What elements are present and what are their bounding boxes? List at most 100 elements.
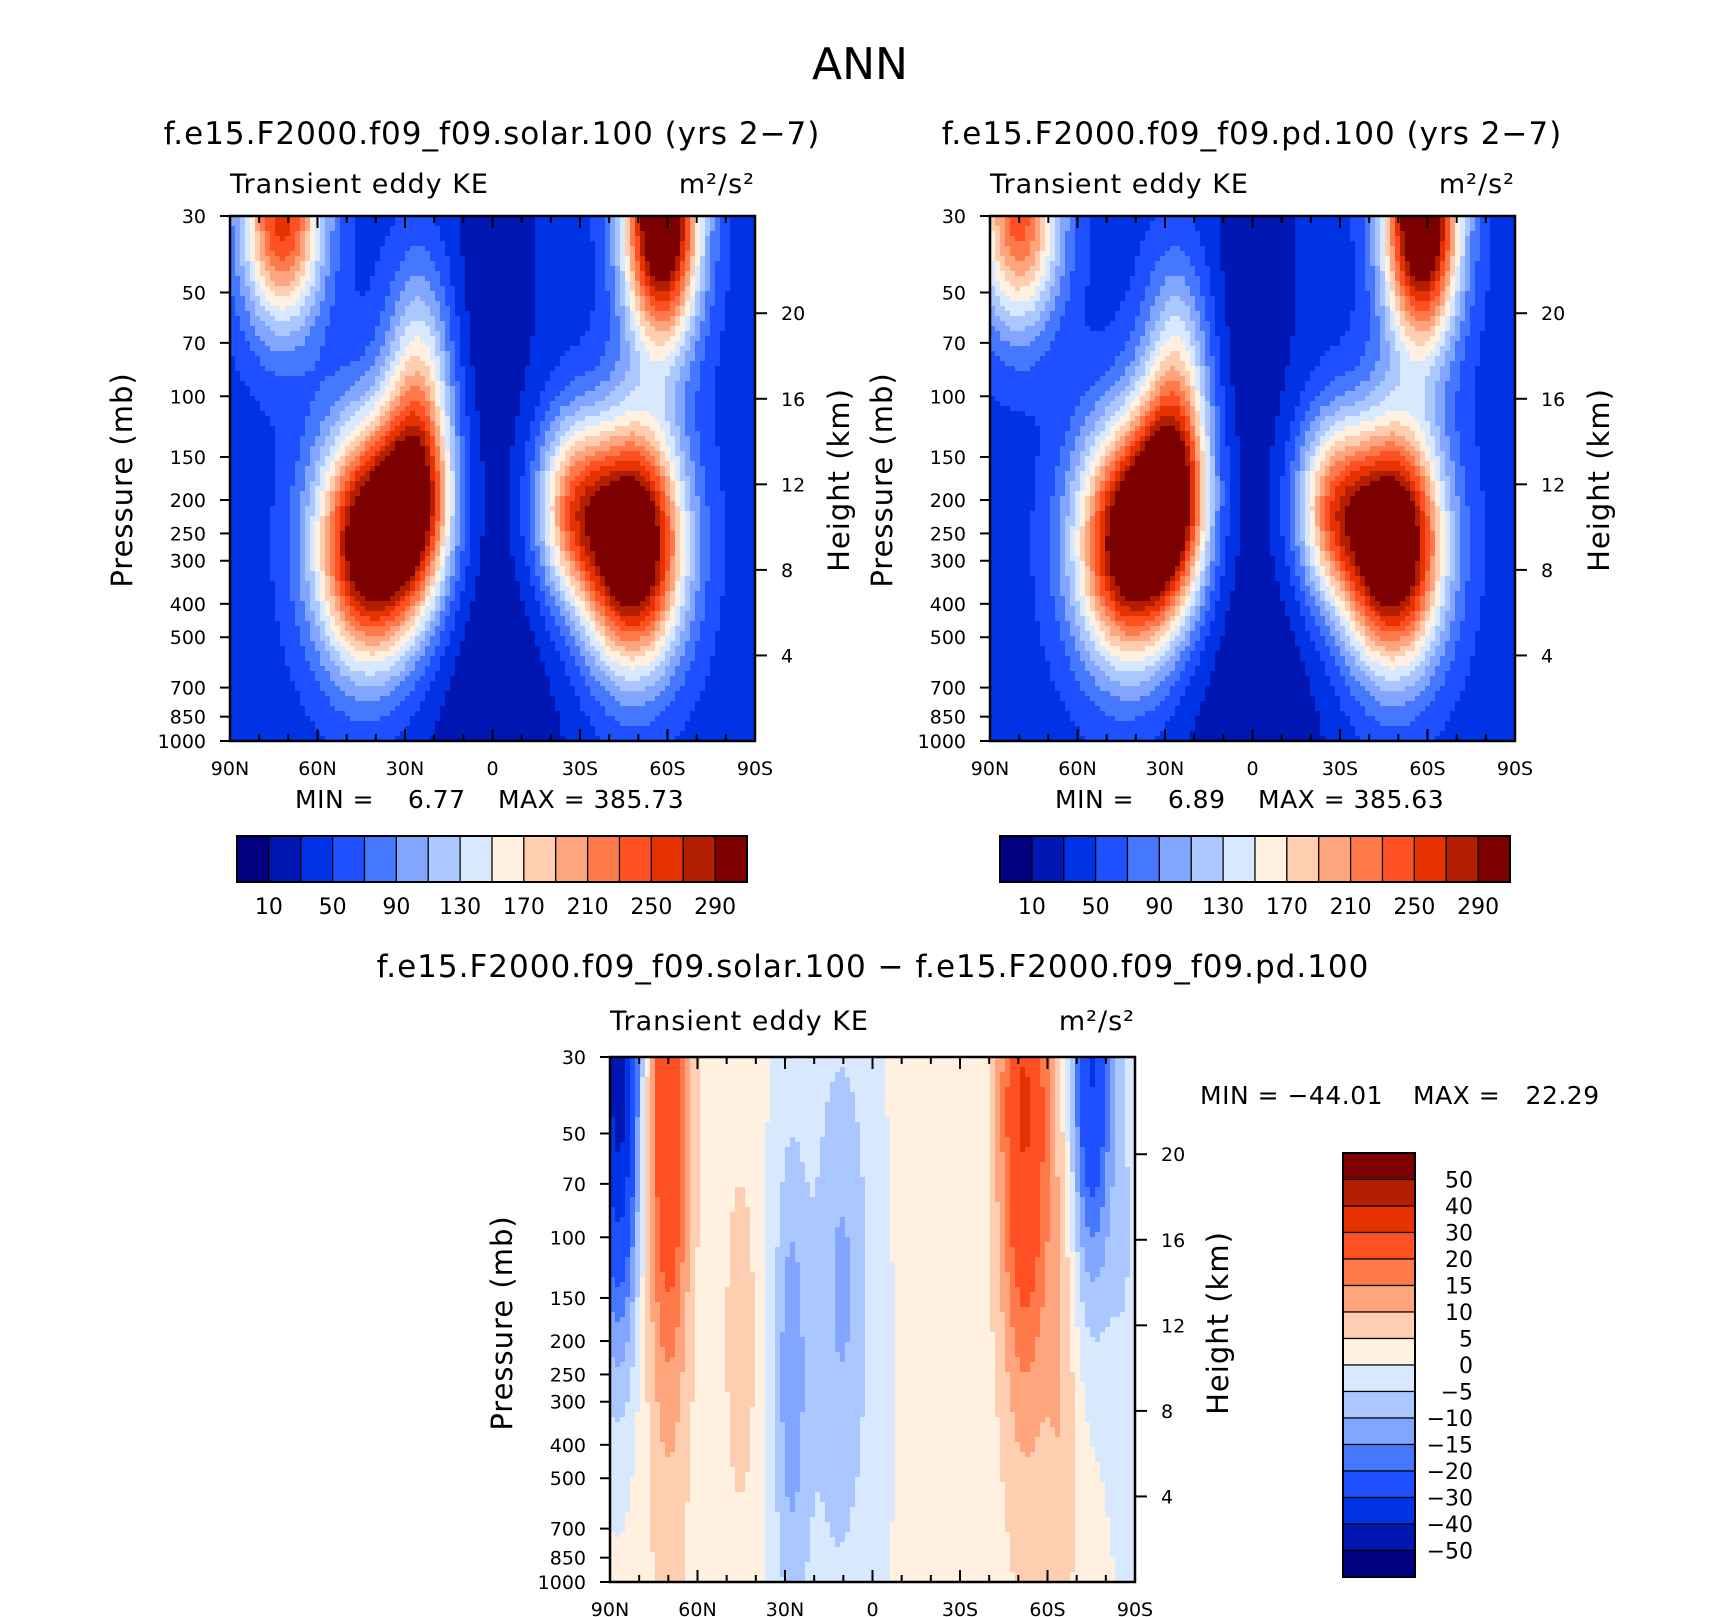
field-cell [305, 276, 311, 282]
field-cell [270, 381, 276, 387]
field-cell [555, 286, 561, 292]
field-cell [350, 421, 356, 427]
field-cell [685, 291, 691, 297]
field-cell [695, 416, 701, 422]
field-cell [305, 266, 311, 272]
field-cell [685, 421, 691, 427]
field-cell [600, 311, 606, 317]
field-cell [620, 261, 626, 267]
field-cell [675, 391, 681, 397]
field-cell [645, 246, 651, 252]
field-cell [280, 321, 286, 327]
field-cell [245, 326, 251, 332]
field-cell [305, 416, 311, 422]
field-cell [500, 231, 506, 237]
field-cell [545, 381, 551, 387]
field-cell [505, 436, 511, 442]
field-cell [575, 431, 581, 437]
field-cell [255, 291, 261, 297]
field-cell [345, 366, 351, 372]
field-cell [485, 291, 491, 297]
field-cell [690, 376, 696, 382]
field-cell [380, 451, 386, 457]
field-cell [545, 271, 551, 277]
field-cell [270, 286, 276, 292]
field-cell [680, 231, 686, 237]
field-cell [685, 231, 691, 237]
field-cell [570, 321, 576, 327]
field-cell [655, 291, 661, 297]
field-cell [295, 386, 301, 392]
field-cell [745, 441, 751, 447]
field-cell [640, 411, 646, 417]
field-cell [740, 261, 746, 267]
field-cell [660, 271, 666, 277]
field-cell [450, 436, 456, 442]
field-cell [590, 401, 596, 407]
field-cell [400, 371, 406, 377]
field-cell [415, 311, 421, 317]
field-cell [345, 411, 351, 417]
field-cell [230, 221, 236, 227]
field-cell [625, 326, 631, 332]
field-cell [335, 441, 341, 447]
field-cell [480, 351, 486, 357]
field-cell [655, 406, 661, 412]
field-cell [655, 276, 661, 282]
field-cell [590, 421, 596, 427]
field-cell [490, 336, 496, 342]
field-cell [485, 266, 491, 272]
field-cell [240, 356, 246, 362]
field-cell [340, 306, 346, 312]
field-cell [715, 421, 721, 427]
field-cell [740, 291, 746, 297]
field-cell [285, 221, 291, 227]
field-cell [725, 226, 731, 232]
field-cell [580, 221, 586, 227]
field-cell [500, 236, 506, 242]
field-cell [300, 396, 306, 402]
field-cell [625, 241, 631, 247]
field-cell [260, 221, 266, 227]
field-cell [550, 356, 556, 362]
field-cell [610, 331, 616, 337]
field-cell [250, 366, 256, 372]
field-cell [615, 316, 621, 322]
field-cell [270, 306, 276, 312]
field-cell [395, 401, 401, 407]
field-cell [615, 406, 621, 412]
field-cell [605, 381, 611, 387]
field-cell [395, 396, 401, 402]
field-cell [445, 256, 451, 262]
field-cell [405, 366, 411, 372]
field-cell [460, 341, 466, 347]
field-cell [720, 296, 726, 302]
field-cell [670, 411, 676, 417]
field-cell [675, 421, 681, 427]
field-cell [580, 286, 586, 292]
field-cell [400, 351, 406, 357]
field-cell [670, 346, 676, 352]
field-cell [440, 246, 446, 252]
field-cell [495, 376, 501, 382]
field-cell [385, 391, 391, 397]
field-cell [270, 346, 276, 352]
field-cell [265, 441, 271, 447]
field-cell [605, 286, 611, 292]
field-cell [390, 321, 396, 327]
field-cell [325, 331, 331, 337]
field-cell [660, 301, 666, 307]
field-cell [480, 236, 486, 242]
field-cell [530, 231, 536, 237]
field-cell [675, 256, 681, 262]
field-cell [540, 426, 546, 432]
field-cell [465, 346, 471, 352]
field-cell [415, 221, 421, 227]
field-cell [455, 446, 461, 452]
field-cell [285, 371, 291, 377]
field-cell [520, 396, 526, 402]
field-cell [235, 246, 241, 252]
field-cell [240, 361, 246, 367]
field-cell [505, 371, 511, 377]
field-cell [250, 361, 256, 367]
